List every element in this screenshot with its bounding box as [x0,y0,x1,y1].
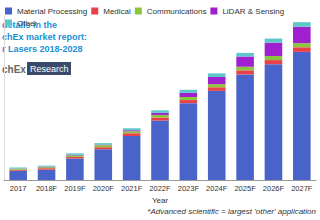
svg-text:r Lasers 2018-2028: r Lasers 2018-2028 [2,44,83,54]
svg-text:2022F: 2022F [149,184,171,193]
svg-text:2019F: 2019F [64,184,86,193]
svg-text:Year: Year [152,196,169,205]
svg-text:details in the: details in the [2,20,57,30]
svg-text:2024F: 2024F [206,184,228,193]
svg-text:2025F: 2025F [234,184,256,193]
svg-text:2026F: 2026F [263,184,285,193]
svg-text:2018F: 2018F [36,184,58,193]
svg-text:chEx: chEx [2,64,26,75]
svg-text:2017: 2017 [10,184,27,193]
svg-text:Communications: Communications [147,7,207,16]
svg-text:Material Processing: Material Processing [17,7,87,16]
svg-text:LiDAR & Sensing: LiDAR & Sensing [222,7,284,16]
svg-text:Other: Other [17,19,37,28]
svg-text:2023F: 2023F [178,184,200,193]
svg-text:Medical: Medical [103,7,131,16]
svg-text:Research: Research [30,64,69,74]
svg-text:chEx market report:: chEx market report: [2,32,87,42]
svg-text:2027F: 2027F [291,184,313,193]
svg-text:2021F: 2021F [121,184,143,193]
svg-text:*Advanced scientific = largest: *Advanced scientific = largest 'other' a… [147,207,316,216]
svg-text:2020F: 2020F [93,184,115,193]
